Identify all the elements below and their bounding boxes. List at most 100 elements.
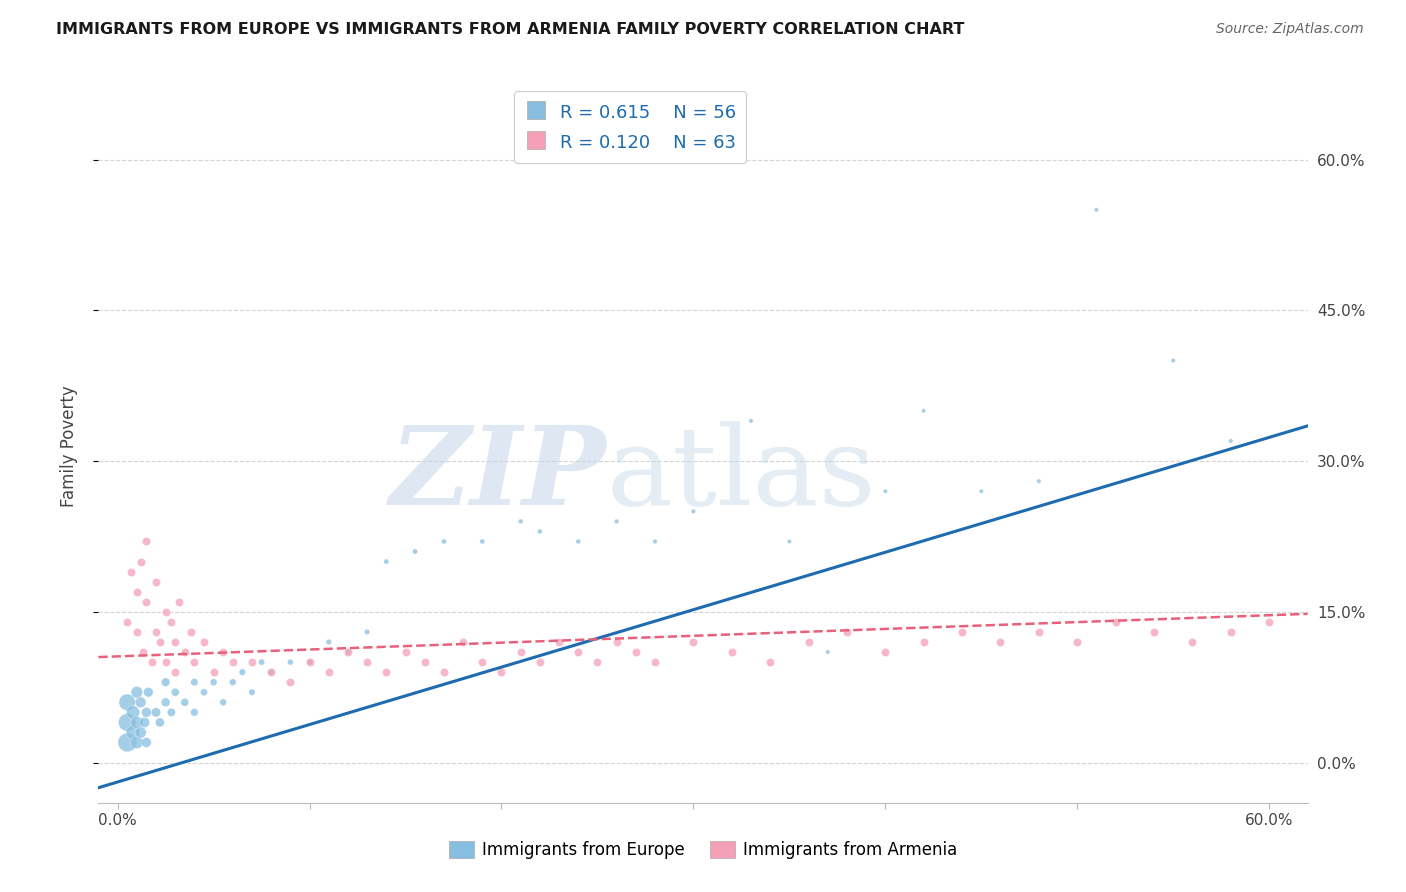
Point	[912, 404, 935, 418]
Point	[778, 534, 800, 549]
Point	[970, 484, 993, 499]
Point	[115, 715, 138, 730]
Point	[173, 695, 195, 709]
Y-axis label: Family Poverty: Family Poverty	[59, 385, 77, 507]
Point	[548, 635, 571, 649]
Point	[509, 515, 531, 529]
Point	[183, 655, 205, 669]
Point	[624, 645, 647, 659]
Point	[509, 645, 531, 659]
Point	[720, 645, 742, 659]
Point	[318, 665, 340, 680]
Point	[155, 695, 177, 709]
Point	[260, 665, 283, 680]
Point	[471, 534, 494, 549]
Point	[135, 706, 157, 720]
Point	[404, 544, 426, 558]
Point	[451, 635, 474, 649]
Text: ZIP: ZIP	[389, 421, 606, 528]
Point	[145, 574, 167, 589]
Point	[1219, 434, 1241, 448]
Point	[115, 735, 138, 749]
Point	[375, 665, 398, 680]
Point	[125, 735, 148, 749]
Point	[129, 555, 152, 569]
Point	[160, 615, 183, 629]
Point	[129, 725, 152, 739]
Point	[183, 706, 205, 720]
Point	[231, 665, 253, 680]
Text: IMMIGRANTS FROM EUROPE VS IMMIGRANTS FROM ARMENIA FAMILY POVERTY CORRELATION CHA: IMMIGRANTS FROM EUROPE VS IMMIGRANTS FRO…	[56, 22, 965, 37]
Point	[240, 685, 263, 699]
Point	[471, 655, 494, 669]
Point	[567, 534, 589, 549]
Point	[1085, 202, 1108, 217]
Point	[1161, 353, 1184, 368]
Point	[250, 655, 273, 669]
Point	[375, 555, 398, 569]
Point	[1181, 635, 1204, 649]
Point	[298, 655, 321, 669]
Point	[222, 675, 245, 690]
Point	[135, 735, 157, 749]
Point	[491, 665, 513, 680]
Point	[529, 655, 551, 669]
Point	[122, 706, 145, 720]
Point	[567, 645, 589, 659]
Point	[125, 624, 148, 639]
Point	[180, 624, 202, 639]
Point	[165, 635, 187, 649]
Point	[1219, 624, 1241, 639]
Point	[115, 615, 138, 629]
Point	[606, 635, 628, 649]
Point	[1066, 635, 1088, 649]
Point	[149, 635, 172, 649]
Point	[529, 524, 551, 539]
Point	[336, 645, 359, 659]
Point	[122, 725, 145, 739]
Point	[155, 675, 177, 690]
Point	[1028, 624, 1050, 639]
Point	[165, 685, 187, 699]
Point	[433, 534, 456, 549]
Point	[835, 624, 858, 639]
Point	[165, 665, 187, 680]
Point	[145, 706, 167, 720]
Point	[280, 655, 302, 669]
Point	[759, 655, 782, 669]
Point	[202, 665, 225, 680]
Point	[797, 635, 820, 649]
Point	[212, 645, 235, 659]
Point	[875, 484, 897, 499]
Point	[413, 655, 436, 669]
Point	[817, 645, 839, 659]
Point	[644, 655, 666, 669]
Point	[682, 504, 704, 518]
Point	[1028, 474, 1050, 488]
Point	[212, 695, 235, 709]
Point	[433, 665, 456, 680]
Point	[183, 675, 205, 690]
Point	[135, 595, 157, 609]
Point	[167, 595, 190, 609]
Point	[1104, 615, 1126, 629]
Point	[115, 695, 138, 709]
Point	[240, 655, 263, 669]
Point	[875, 645, 897, 659]
Point	[990, 635, 1012, 649]
Point	[160, 706, 183, 720]
Point	[134, 715, 156, 730]
Point	[129, 695, 152, 709]
Point	[1258, 615, 1281, 629]
Point	[740, 414, 762, 428]
Point	[950, 624, 973, 639]
Point	[682, 635, 704, 649]
Point	[912, 635, 935, 649]
Point	[644, 534, 666, 549]
Point	[149, 715, 172, 730]
Point	[280, 675, 302, 690]
Point	[298, 655, 321, 669]
Point	[125, 715, 148, 730]
Point	[131, 645, 153, 659]
Point	[260, 665, 283, 680]
